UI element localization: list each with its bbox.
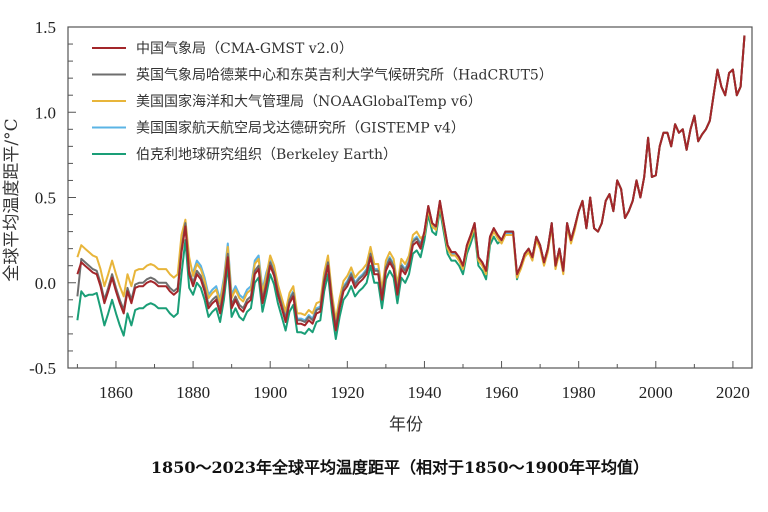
y-tick-label: 1.0 <box>35 103 56 122</box>
y-axis-label: 全球平均温度距平/°C <box>2 118 22 281</box>
legend-item: 中国气象局（CMA-GMST v2.0） <box>92 41 353 57</box>
y-tick-label: 1.5 <box>35 18 56 37</box>
x-tick-label: 1940 <box>407 383 441 402</box>
legend-item: 英国气象局哈德莱中心和东英吉利大学气候研究所（HadCRUT5） <box>92 67 553 84</box>
y-tick-label: 0.5 <box>35 189 56 208</box>
legend-item: 美国国家航天航空局戈达德研究所（GISTEMP v4） <box>92 120 465 137</box>
legend-item: 伯克利地球研究组织（Berkeley Earth） <box>92 147 397 163</box>
x-axis-label: 年份 <box>389 415 423 435</box>
x-tick-label: 1900 <box>253 383 287 402</box>
legend-label: 伯克利地球研究组织（Berkeley Earth） <box>136 147 397 163</box>
x-tick-label: 1980 <box>562 383 596 402</box>
x-tick-label: 1860 <box>99 383 133 402</box>
legend: 中国气象局（CMA-GMST v2.0） 英国气象局哈德莱中心和东英吉利大学气候研… <box>92 41 553 163</box>
legend-label: 中国气象局（CMA-GMST v2.0） <box>136 41 353 57</box>
legend-item: 美国国家海洋和大气管理局（NOAAGlobalTemp v6） <box>92 93 482 110</box>
x-tick-label: 1960 <box>485 383 519 402</box>
legend-label: 英国气象局哈德莱中心和东英吉利大学气候研究所（HadCRUT5） <box>136 67 553 84</box>
y-tick-label: 0.0 <box>35 274 56 293</box>
x-tick-label: 1880 <box>176 383 210 402</box>
legend-label: 美国国家海洋和大气管理局（NOAAGlobalTemp v6） <box>136 93 482 110</box>
x-axis: 1860 1880 1900 1920 1940 1960 1980 2000 2020 <box>76 361 750 402</box>
legend-label: 美国国家航天航空局戈达德研究所（GISTEMP v4） <box>136 120 465 137</box>
x-tick-label: 1920 <box>330 383 364 402</box>
series-lines <box>76 35 746 340</box>
chart-title: 1850～2023年全球平均温度距平（相对于1850～1900年平均值） <box>151 458 649 477</box>
y-tick-label: -0.5 <box>29 359 56 378</box>
y-axis: -0.5 0.0 0.5 1.0 1.5 <box>29 18 76 378</box>
x-tick-label: 2000 <box>639 383 673 402</box>
x-tick-label: 2020 <box>716 383 750 402</box>
series-line-0 <box>76 35 746 332</box>
